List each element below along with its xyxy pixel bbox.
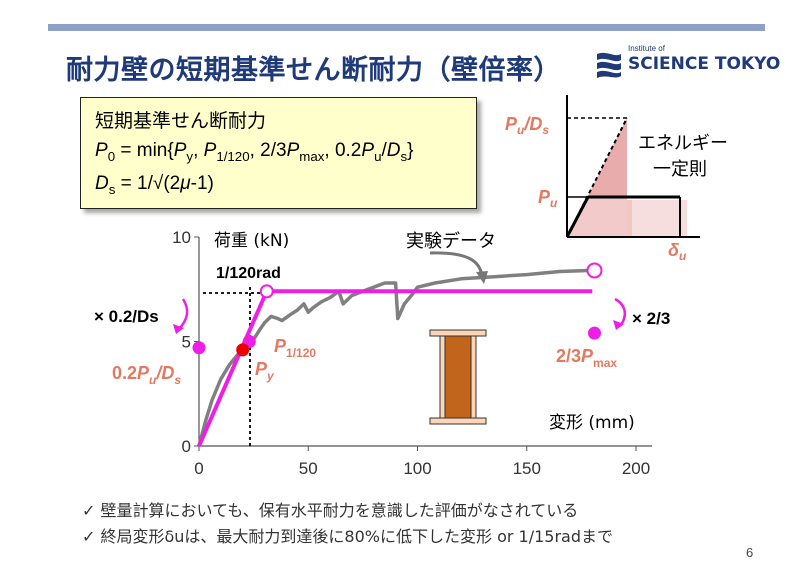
inset-label-pu: Pu	[538, 187, 558, 210]
axis-tick-labels: 0 50 100 150 200 0 5 10	[172, 228, 650, 478]
logo-title: SCIENCE TOKYO	[628, 54, 781, 74]
inset-label-du: δu	[668, 240, 687, 263]
bullet-item: ✓ 終局変形δuは、最大耐力到達後に80%に低下した変形 or 1/15radま…	[82, 523, 613, 549]
inset-label-pu-ds: Pu/Ds	[505, 114, 549, 137]
bullet-text: 壁量計算においても、保有水平耐力を意識した評価がなされている	[100, 501, 579, 520]
x-tick-label: 200	[622, 459, 650, 478]
series-label-experimental: 実験データ	[406, 231, 496, 252]
x-axis-label: 変形 (mm)	[549, 413, 635, 433]
multiplier-right-arrowhead	[613, 320, 624, 330]
top-rule	[48, 24, 765, 31]
y-tick-label: 10	[172, 228, 191, 247]
bullet-item: ✓ 壁量計算においても、保有水平耐力を意識した評価がなされている	[82, 497, 613, 523]
yield-point-open-marker	[259, 284, 274, 299]
label-py: Py	[255, 359, 275, 383]
logo-mark-icon	[597, 52, 621, 78]
y-tick-label: 5	[182, 333, 191, 352]
y-tick-label: 0	[182, 437, 191, 456]
energy-rule-inset: Pu/Ds Pu δu エネルギー 一定則	[505, 95, 728, 263]
label-p1-120: P1/120	[274, 336, 316, 360]
bullet-text: 終局変形δuは、最大耐力到達後に80%に低下した変形 or 1/15radまで	[100, 527, 614, 546]
series-label-arrow	[429, 251, 484, 277]
x-tick-label: 150	[513, 459, 541, 478]
definition-box: 短期基準せん断耐力 P0 = min{Py, P1/120, 2/3Pmax, …	[80, 97, 477, 209]
label-pu-ds: 0.2Pu/Ds	[112, 363, 181, 387]
formula-ds: Ds = 1/√(2μ-1)	[95, 173, 214, 197]
logo-subtitle: Institute of	[628, 44, 665, 53]
max-point-open-marker	[586, 262, 603, 279]
multiplier-right: × 2/3	[632, 309, 670, 328]
multiplier-left: × 0.2/Ds	[94, 307, 159, 326]
pu-ds-marker	[192, 341, 206, 355]
check-icon: ✓	[82, 501, 101, 520]
page-number: 6	[746, 545, 754, 560]
series-label-arrowhead	[476, 271, 488, 284]
x-tick-label: 100	[403, 459, 431, 478]
main-chart: 0 50 100 150 200 0 5 10 荷重 (kN) 変形 (mm) 1/120ra…	[94, 228, 670, 478]
multiplier-left-arrowhead	[173, 324, 184, 334]
x-tick-label: 50	[299, 459, 318, 478]
formula-p0: P0 = min{Py, P1/120, 2/3Pmax, 0.2Pu/Ds}	[95, 140, 414, 164]
py-marker	[236, 343, 250, 357]
label-1-120rad: 1/120rad	[216, 265, 281, 282]
wall-specimen-icon	[429, 329, 487, 425]
energy-rule-line2: 一定則	[653, 159, 707, 180]
multiplier-left-arrow	[177, 298, 189, 331]
bullet-list: ✓ 壁量計算においても、保有水平耐力を意識した評価がなされている ✓ 終局変形δ…	[82, 497, 613, 549]
label-pmax: 2/3Pmax	[556, 346, 617, 370]
page-title: 耐力壁の短期基準せん断耐力（壁倍率）	[66, 55, 561, 86]
pmax-marker	[587, 326, 601, 340]
x-tick-label: 0	[194, 459, 203, 478]
definition-heading: 短期基準せん断耐力	[95, 110, 267, 132]
inset-shade-upper	[588, 118, 627, 197]
energy-rule-line1: エネルギー	[638, 133, 728, 154]
check-icon: ✓	[82, 527, 101, 546]
inset-bilinear-rise	[565, 196, 590, 238]
y-axis-label: 荷重 (kN)	[214, 231, 289, 251]
inset-shade-rect-right	[632, 200, 687, 237]
